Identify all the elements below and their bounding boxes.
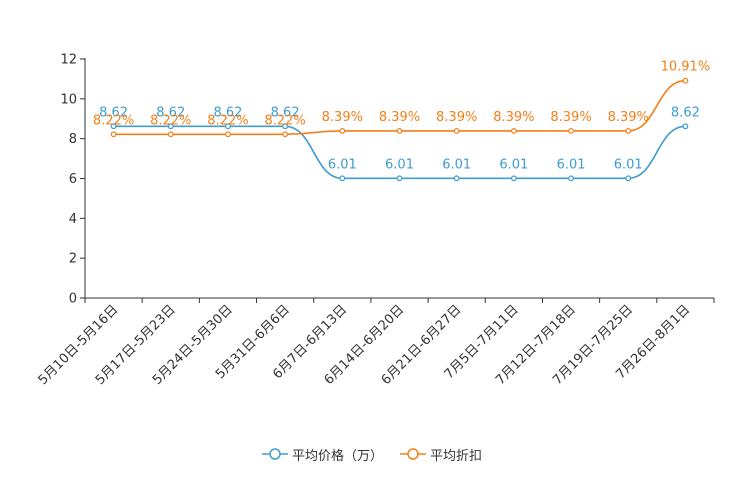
data-point [225,131,231,138]
data-point [110,131,117,138]
data-point [396,175,403,182]
data-point [282,131,289,138]
data-label: 8.62 [99,105,128,120]
legend-item-price[interactable]: 平均价格（万） [262,444,383,464]
data-label: 8.22% [93,113,134,128]
data-label: 6.01 [328,157,357,172]
y-tick-label: 8 [69,132,77,147]
legend-discount-marker-icon [400,448,426,460]
data-point [339,127,346,134]
data-point [225,123,231,130]
series-line-1 [113,79,686,136]
legend-item-discount[interactable]: 平均折扣 [400,444,482,464]
data-label: 8.22% [264,113,305,128]
y-tick-label: 2 [69,252,77,267]
data-point [510,175,517,182]
data-label: 8.62 [671,105,700,120]
data-label: 6.01 [614,157,643,172]
data-label: 10.91% [661,60,711,75]
y-tick-label: 12 [60,53,77,68]
data-labels: 8.62 8.62 8.62 8.62 6.01 6.01 6.01 6.01 6.01 6.01… [93,60,710,173]
legend-price-label: 平均价格（万） [292,448,384,464]
data-label: 8.39% [608,110,649,125]
data-label: 6.01 [557,157,586,172]
data-label: 8.22% [207,113,248,128]
data-label: 8.39% [493,110,534,125]
legend: 平均价格（万） 平均折扣 [0,444,744,464]
data-point [682,123,689,130]
data-point [625,175,632,182]
data-point [453,175,460,182]
data-point [339,175,346,182]
data-point [625,127,632,134]
data-point [510,127,517,134]
data-point [167,131,174,138]
data-label: 8.62 [213,105,242,120]
data-label: 8.62 [156,105,185,120]
y-tick-label: 6 [69,172,77,187]
data-label: 8.39% [379,110,420,125]
data-point [453,127,460,134]
data-point [110,123,117,130]
data-point [396,127,403,134]
data-point [167,123,174,130]
data-label: 8.62 [271,105,300,120]
data-point [568,175,574,182]
data-label: 8.39% [550,110,591,125]
data-point [568,127,574,134]
series-layer [110,77,689,182]
data-label: 6.01 [499,157,528,172]
legend-price-marker-icon [262,448,288,460]
y-tick-label: 4 [69,212,77,227]
data-point [682,77,689,84]
data-label: 6.01 [385,157,414,172]
line-chart: 0246810125月10日-5月16日5月17日-5月23日5月24日-5月3… [36,53,715,388]
data-label: 8.39% [436,110,477,125]
data-label: 8.39% [322,110,363,125]
data-point [282,123,289,130]
data-label: 6.01 [442,157,471,172]
data-label: 8.22% [150,113,191,128]
axes: 0246810125月10日-5月16日5月17日-5月23日5月24日-5月3… [36,53,715,388]
y-tick-label: 0 [69,292,77,307]
y-tick-label: 10 [60,92,77,107]
legend-discount-label: 平均折扣 [430,448,483,464]
